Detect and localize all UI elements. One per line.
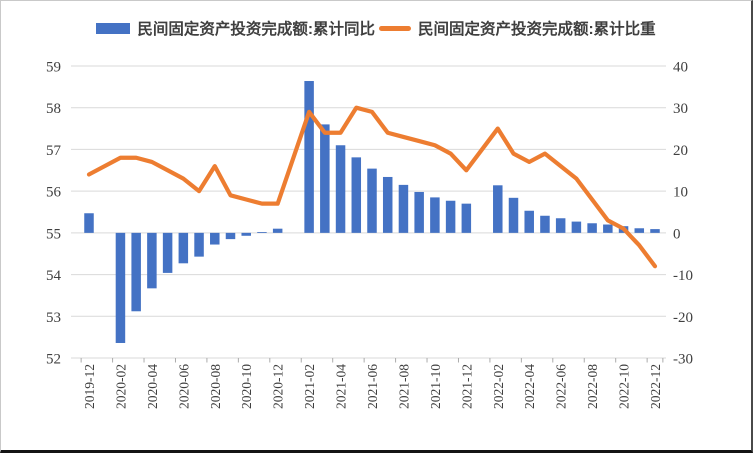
x-axis-label: 2021-06 [365,364,380,409]
bar [634,228,645,233]
right-axis-tick-label: 30 [673,101,688,117]
bar-series [84,81,660,343]
x-axis-label: 2020-06 [176,364,191,409]
left-axis-labels: 59 58 57 56 55 54 53 52 [46,60,62,368]
x-axis-label: 2020-02 [113,364,128,409]
bar [508,197,519,233]
x-axis-label: 2021-12 [459,364,474,409]
legend-bar-swatch-icon [96,22,131,34]
bar [461,203,472,233]
bar [178,232,189,264]
right-axis-tick-label: -30 [673,352,693,368]
bar [131,232,141,312]
bar [603,224,613,233]
left-axis-tick-label: 56 [46,185,62,201]
bar [335,145,346,233]
left-axis-tick-label: 55 [46,226,61,242]
bar [540,215,550,233]
x-axis-label: 2021-10 [428,364,443,409]
bar [351,157,362,233]
bar [194,232,204,257]
bar [650,229,660,233]
left-axis-tick-label: 57 [46,143,62,159]
x-axis-ticks [80,358,664,363]
bar [162,232,173,273]
x-axis-label: 2020-04 [145,364,160,409]
x-axis-label: 2022-10 [617,364,632,409]
x-axis-label: 2022-02 [491,364,506,409]
right-axis-tick-label: 10 [673,185,688,201]
bar [257,232,267,233]
right-axis-labels: 40 30 20 10 0 -10 -20 -30 [673,60,693,368]
x-axis-labels: 2019-12 2020-02 2020-04 2020-06 2020-08 2020-… [82,364,663,409]
bar [320,124,330,233]
bar [571,221,582,233]
x-axis-label: 2022-06 [554,364,569,409]
right-axis-tick-label: 0 [673,226,681,242]
legend-label-line-series: 民间固定资产投资完成额:累计比重 [418,21,656,38]
legend: 民间固定资产投资完成额:累计同比 民间固定资产投资完成额:累计比重 [1,17,751,39]
bar [241,232,251,236]
bar [272,228,283,233]
bar [382,176,393,233]
bar [115,232,126,343]
bar [210,232,220,245]
bar [493,185,503,233]
bar [430,197,440,233]
bar [225,232,236,240]
x-axis-label: 2019-12 [82,364,97,409]
x-axis-label: 2022-12 [648,364,663,409]
bar [587,223,597,233]
x-axis-label: 2021-04 [334,364,349,409]
legend-item-line-series: 民间固定资产投资完成额:累计比重 [379,17,656,39]
x-axis-label: 2020-12 [271,364,286,409]
left-axis-tick-label: 54 [46,268,62,284]
share-line [86,105,658,269]
right-axis-tick-label: -20 [673,310,693,326]
bar [445,200,456,233]
left-axis-tick-label: 52 [46,352,61,368]
bar [84,213,94,233]
bar [414,191,424,233]
left-axis-tick-label: 59 [46,60,61,76]
bar [524,210,534,233]
right-axis-tick-label: 40 [673,60,688,76]
bar [147,232,157,289]
bar [367,168,377,233]
x-axis-label: 2022-08 [585,364,600,409]
right-axis-tick-label: 20 [673,143,688,159]
bar [398,184,409,233]
x-axis-label: 2021-08 [396,364,411,409]
bar [555,218,566,233]
left-axis-tick-label: 58 [46,101,61,117]
left-axis-tick-label: 53 [46,310,61,326]
x-axis-label: 2022-04 [522,364,537,409]
legend-line-swatch-icon [379,25,411,31]
x-axis-label: 2020-10 [239,364,254,409]
x-axis-label: 2021-02 [302,364,317,409]
legend-label-bar-series: 民间固定资产投资完成额:累计同比 [137,21,375,38]
legend-item-bar-series: 民间固定资产投资完成额:累计同比 [96,17,375,39]
right-axis-tick-label: -10 [673,268,693,284]
x-axis-label: 2020-08 [208,364,223,409]
bar [304,81,314,233]
